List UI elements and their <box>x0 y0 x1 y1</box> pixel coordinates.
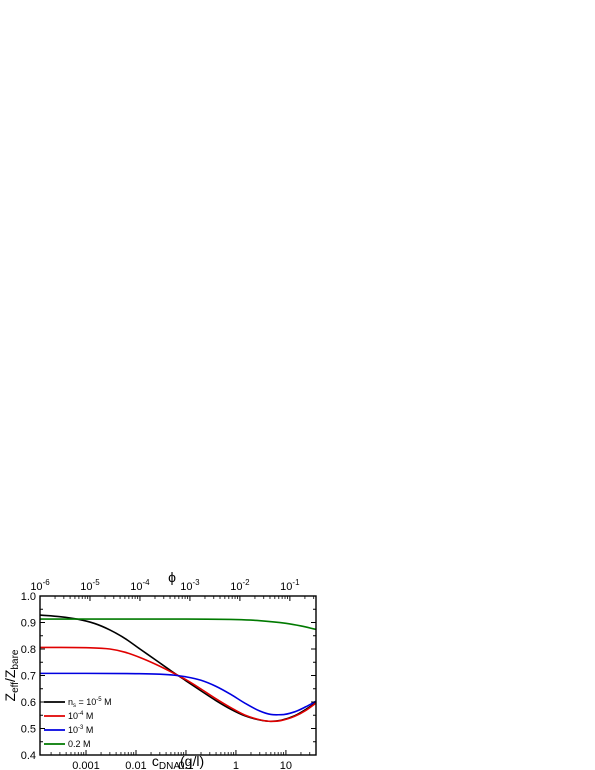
legend-sup-1: -4 <box>78 711 84 717</box>
legend-pre-0: = 10 <box>76 697 96 707</box>
top-tick-label-2: 10-4 <box>130 578 150 593</box>
legend-sup-2: -3 <box>78 725 84 731</box>
legend-post-2: M <box>83 725 93 735</box>
x-tick-label-1: 0.01 <box>125 760 146 770</box>
y-tick-label-5: 0.9 <box>21 618 36 630</box>
axes-layer: 0.40.50.60.70.80.91.00.001 0.01 0.1 1 1010-6… <box>2 569 317 770</box>
legend-post-1: M <box>83 711 93 721</box>
top-tick-base-0: 10 <box>30 581 42 593</box>
top-tick-base-2: 10 <box>130 581 142 593</box>
legend: ns = 10-5 M10-4 M10-3 M0.2 M <box>44 697 112 749</box>
legend-entry-0: ns = 10-5 M <box>68 697 112 709</box>
legend-post-0: M <box>102 697 112 707</box>
top-tick-label-5: 10-1 <box>280 578 300 593</box>
y-tick-label-0: 0.4 <box>21 750 36 762</box>
y-axis-title-a: Z <box>2 692 18 701</box>
legend-entry-2: 10-3 M <box>68 725 93 735</box>
x-axis-title-rest: (g/l) <box>180 753 204 769</box>
series-line-3 <box>39 618 317 631</box>
series-layer <box>39 614 317 723</box>
top-tick-exp-3: -3 <box>192 578 200 587</box>
x-axis-title: cDNA(g/l) <box>152 753 204 770</box>
series-line-2 <box>39 672 317 716</box>
legend-pre-3: 0.2 M <box>68 739 91 749</box>
x-tick-label-0: 0.001 <box>72 760 100 770</box>
legend-pre-2: 10 <box>68 725 78 735</box>
y-axis-title-slash: /Z <box>2 669 18 682</box>
y-tick-label-6: 1.0 <box>21 591 36 603</box>
top-tick-label-1: 10-5 <box>80 578 100 593</box>
y-axis-title-a-sub: eff <box>10 682 21 693</box>
top-tick-exp-4: -2 <box>242 578 250 587</box>
top-tick-base-5: 10 <box>280 581 292 593</box>
top-axis-title: ϕ <box>168 569 176 585</box>
legend-entry-3: 0.2 M <box>68 739 91 749</box>
top-tick-label-4: 10-2 <box>230 578 250 593</box>
y-tick-label-1: 0.5 <box>21 724 36 736</box>
legend-pre-1: 10 <box>68 711 78 721</box>
legend-main-0: n <box>68 697 73 707</box>
x-axis-title-main: c <box>152 753 159 769</box>
x-tick-label-4: 10 <box>280 760 292 770</box>
top-tick-exp-1: -5 <box>93 578 101 587</box>
y-tick-label-4: 0.8 <box>21 644 36 656</box>
legend-sub-0: s <box>73 703 76 709</box>
legend-entry-1: 10-4 M <box>68 711 93 721</box>
top-tick-exp-0: -6 <box>43 578 51 587</box>
top-tick-exp-5: -1 <box>292 578 300 587</box>
legend-sup-0: -5 <box>96 697 102 703</box>
top-tick-label-3: 10-3 <box>180 578 200 593</box>
x-tick-label-2: 0.1 <box>178 760 193 770</box>
top-tick-base-3: 10 <box>180 581 192 593</box>
y-tick-label-2: 0.6 <box>21 697 36 709</box>
y-axis-title-b-sub: bare <box>10 649 21 669</box>
y-tick-label-3: 0.7 <box>21 671 36 683</box>
top-tick-label-0: 10-6 <box>30 578 50 593</box>
y-axis-title: Zeff/Zbare <box>2 649 21 701</box>
x-tick-label-3: 1 <box>233 760 239 770</box>
top-tick-base-4: 10 <box>230 581 242 593</box>
x-axis-title-sub: DNA <box>159 761 180 770</box>
top-tick-base-1: 10 <box>80 581 92 593</box>
series-line-1 <box>39 646 317 723</box>
top-tick-exp-2: -4 <box>143 578 151 587</box>
